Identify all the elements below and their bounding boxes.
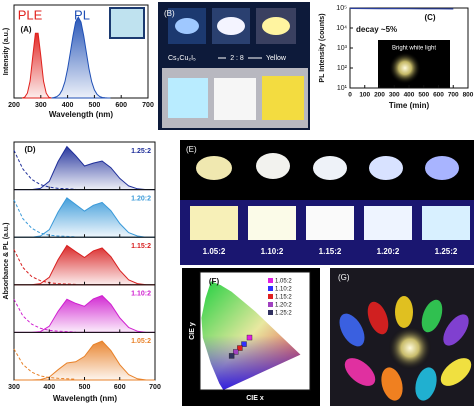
photo-g [330,268,474,406]
panel-label: (B) [164,9,175,18]
sample-label: 1.05:2 [203,247,226,256]
ratio-label: 2 : 8 [230,55,244,62]
pl-spectrum [14,295,155,333]
legend-label: 1.05:2 [275,279,292,285]
axis-label: CIE y [189,322,196,340]
data-line [349,7,454,10]
legend-label: 1.20:2 [275,303,292,309]
photo-e [180,140,474,265]
x-tick-label: 500 [79,384,91,391]
x-tick-label: 300 [35,102,47,109]
panel-label: (D) [24,145,35,154]
spectrum [21,32,52,99]
x-tick-label: 100 [359,92,370,99]
compound-label: Cs₃Cu₂I₅ [168,55,196,62]
photo-b [158,2,310,130]
annotation: decay ~5% [356,25,397,34]
y-tick-label: 10² [337,65,348,72]
inset-photo [109,7,145,39]
x-tick-label: 800 [463,92,474,99]
ratio-label: 1.10:2 [131,291,151,298]
cie-point [246,334,253,341]
x-tick-label: 300 [389,92,400,99]
sample-label: 1.20:2 [377,247,400,256]
panel-label: (A) [20,25,31,34]
axis-label: PL Intensity (counts) [319,13,326,82]
axes-frame [199,271,311,391]
ratio-label: 1.20:2 [131,195,151,202]
x-tick-label: 700 [448,92,459,99]
y-tick-label: 10⁵ [336,5,347,12]
ratio-label: 1.15:2 [131,243,151,250]
pl-spectrum [14,340,155,381]
absorbance [13,150,76,190]
panel-label: (G) [338,273,350,282]
pl-spectrum [14,145,155,191]
legend-label: PL [74,7,90,22]
panel-label: (E) [186,145,197,154]
legend-swatch [268,294,273,299]
x-tick-label: 0 [348,92,352,99]
pl-spectrum [14,197,155,238]
inset-label: Bright white light [392,46,436,52]
panel-label: (F) [209,277,220,286]
x-tick-label: 500 [418,92,429,99]
x-tick-label: 200 [8,102,20,109]
legend-label: 1.25:2 [275,311,292,317]
x-tick-label: 300 [8,384,20,391]
legend-label: 1.10:2 [275,287,292,293]
x-tick-label: 200 [374,92,385,99]
legend-swatch [268,286,273,291]
legend-swatch [268,310,273,315]
cie-point [233,349,239,355]
axis-label: Absorbance & PL (a.u.) [3,223,10,300]
x-tick-label: 400 [62,102,74,109]
x-tick-label: 400 [43,384,55,391]
absorbance [13,199,76,238]
cie-point [237,345,243,351]
legend-swatch [268,278,273,283]
cie-point [228,353,235,359]
axis-label: Wavelength (nm) [49,110,113,119]
sample-label: 1.15:2 [319,247,342,256]
pl-spectrum [14,244,155,286]
absorbance [13,249,76,285]
axis-label: CIE x [246,395,264,402]
x-tick-label: 600 [114,384,126,391]
legend-label: PLE [18,7,43,22]
x-tick-label: 600 [115,102,127,109]
axis-label: Time (min) [389,101,430,110]
ratio-label: 1.05:2 [131,338,151,345]
ratio-label: 1.25:2 [131,148,151,155]
cie-point [241,341,247,347]
axis-label: Intensity (a.u.) [3,28,10,75]
sample-label: 1.25:2 [435,247,458,256]
y-tick-label: 10³ [337,45,348,52]
x-tick-label: 600 [433,92,444,99]
y-tick-label: 10⁴ [336,25,347,32]
inset-photo [378,40,450,88]
axis-label: Wavelength (nm) [53,394,117,403]
legend-swatch [268,302,273,307]
x-tick-label: 400 [404,92,415,99]
x-tick-label: 500 [89,102,101,109]
legend-label: 1.15:2 [275,295,292,301]
absorbance [13,299,76,333]
x-tick-label: 700 [149,384,161,391]
sample-label: 1.10:2 [261,247,284,256]
spectrum [51,16,111,99]
yellow-label: Yellow [266,55,287,62]
panel-label: (C) [424,13,435,22]
x-tick-label: 700 [142,102,154,109]
y-tick-label: 10¹ [337,85,348,92]
